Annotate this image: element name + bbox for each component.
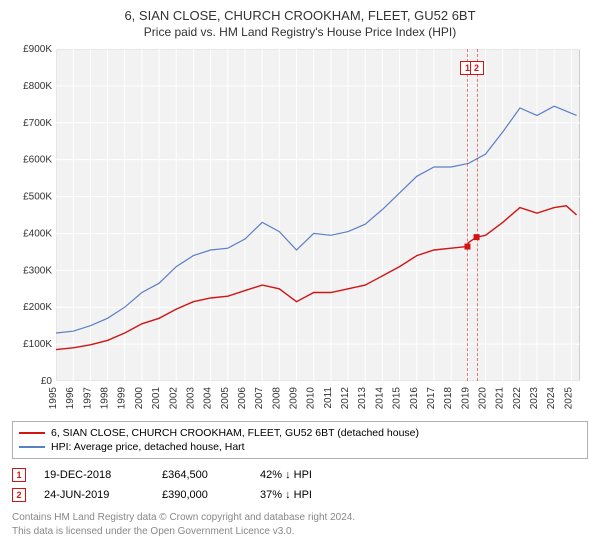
svg-text:1997: 1997	[82, 387, 93, 410]
svg-text:2006: 2006	[237, 387, 248, 410]
svg-text:2024: 2024	[546, 387, 557, 410]
svg-text:2016: 2016	[409, 387, 420, 410]
row-marker: 2	[12, 488, 26, 502]
svg-text:£300K: £300K	[23, 265, 52, 276]
row-date: 19-DEC-2018	[44, 469, 144, 481]
legend-item: 6, SIAN CLOSE, CHURCH CROOKHAM, FLEET, G…	[19, 426, 581, 440]
svg-text:1995: 1995	[48, 387, 59, 410]
transaction-table: 1 19-DEC-2018 £364,500 42% ↓ HPI 2 24-JUN-201…	[12, 465, 588, 505]
svg-text:2019: 2019	[460, 387, 471, 410]
svg-text:2009: 2009	[289, 387, 300, 410]
svg-text:£700K: £700K	[23, 118, 52, 129]
svg-text:£900K: £900K	[23, 45, 52, 55]
chart-svg: £0 £100K £200K £300K £400K £500K £600K £700K £80…	[12, 45, 588, 415]
marker-vline	[467, 49, 468, 381]
row-price: £364,500	[162, 469, 242, 481]
svg-text:1999: 1999	[117, 387, 128, 410]
svg-text:£500K: £500K	[23, 192, 52, 203]
row-pct: 37% ↓ HPI	[260, 489, 350, 501]
svg-text:2017: 2017	[426, 387, 437, 410]
svg-text:£0: £0	[41, 376, 53, 387]
svg-text:2025: 2025	[563, 387, 574, 410]
svg-text:2010: 2010	[306, 387, 317, 410]
legend-label: 6, SIAN CLOSE, CHURCH CROOKHAM, FLEET, G…	[51, 427, 419, 439]
svg-text:£800K: £800K	[23, 81, 52, 92]
svg-text:2021: 2021	[495, 387, 506, 410]
row-pct: 42% ↓ HPI	[260, 469, 350, 481]
price-chart: £0 £100K £200K £300K £400K £500K £600K £700K £80…	[12, 45, 588, 415]
svg-text:2013: 2013	[357, 387, 368, 410]
legend-label: HPI: Average price, detached house, Hart	[51, 441, 245, 453]
svg-text:1998: 1998	[100, 387, 111, 410]
svg-text:2005: 2005	[220, 387, 231, 410]
row-marker: 1	[12, 468, 26, 482]
svg-text:1996: 1996	[65, 387, 76, 410]
marker-vline	[477, 49, 478, 381]
row-date: 24-JUN-2019	[44, 489, 144, 501]
svg-text:£200K: £200K	[23, 302, 52, 313]
svg-text:2000: 2000	[134, 387, 145, 410]
svg-text:2014: 2014	[374, 387, 385, 410]
chart-callout: 2	[470, 61, 484, 75]
row-price: £390,000	[162, 489, 242, 501]
svg-text:£400K: £400K	[23, 228, 52, 239]
footer-line-2: This data is licensed under the Open Gov…	[12, 525, 588, 539]
legend-swatch	[19, 432, 45, 434]
svg-text:2023: 2023	[529, 387, 540, 410]
svg-text:£100K: £100K	[23, 339, 52, 350]
page-subtitle: Price paid vs. HM Land Registry's House …	[12, 25, 588, 39]
svg-text:2020: 2020	[478, 387, 489, 410]
svg-text:2001: 2001	[151, 387, 162, 410]
svg-text:2007: 2007	[254, 387, 265, 410]
page-title: 6, SIAN CLOSE, CHURCH CROOKHAM, FLEET, G…	[12, 8, 588, 23]
svg-text:2003: 2003	[185, 387, 196, 410]
svg-text:2018: 2018	[443, 387, 454, 410]
legend-item: HPI: Average price, detached house, Hart	[19, 440, 581, 454]
svg-text:2012: 2012	[340, 387, 351, 410]
footer-line-1: Contains HM Land Registry data © Crown c…	[12, 511, 588, 525]
svg-text:2004: 2004	[203, 387, 214, 410]
table-row: 1 19-DEC-2018 £364,500 42% ↓ HPI	[12, 465, 588, 485]
svg-text:2015: 2015	[392, 387, 403, 410]
svg-text:2011: 2011	[323, 387, 334, 409]
svg-text:2002: 2002	[168, 387, 179, 410]
svg-text:£600K: £600K	[23, 155, 52, 166]
svg-text:2008: 2008	[271, 387, 282, 410]
table-row: 2 24-JUN-2019 £390,000 37% ↓ HPI	[12, 485, 588, 505]
footer: Contains HM Land Registry data © Crown c…	[12, 511, 588, 538]
legend-swatch	[19, 446, 45, 448]
svg-text:2022: 2022	[512, 387, 523, 410]
legend: 6, SIAN CLOSE, CHURCH CROOKHAM, FLEET, G…	[12, 421, 588, 459]
